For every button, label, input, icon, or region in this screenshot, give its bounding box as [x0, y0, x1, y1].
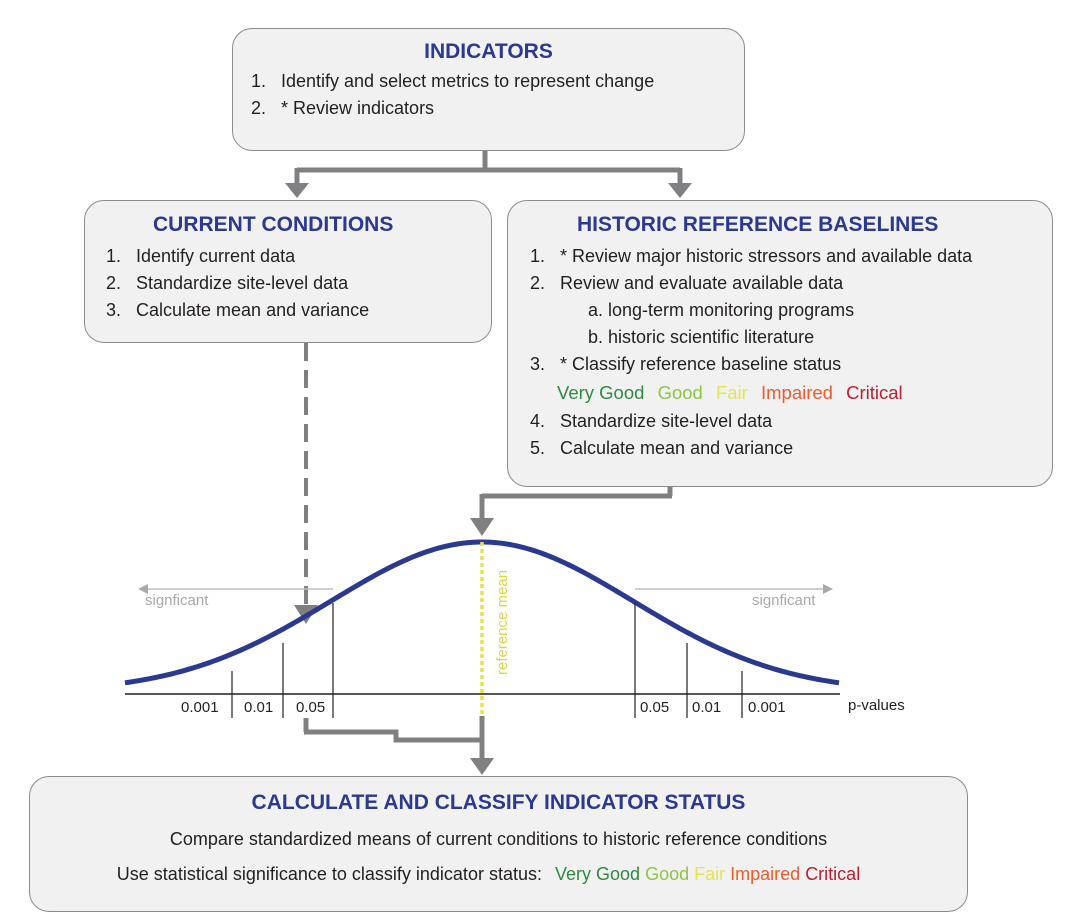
- arrow-to-reference-mean: [470, 518, 494, 536]
- classify-status-prefix: Use statistical significance to classify…: [116, 864, 542, 884]
- p-values-axis-label: p-values: [848, 697, 905, 714]
- sub-item-literature: b. historic scientific literature: [588, 327, 815, 347]
- current-conditions-box: CURRENT CONDITIONS 1. Identify current d…: [84, 200, 492, 343]
- arrow-to-historic-baselines: [668, 183, 692, 198]
- list-item: 5. Calculate mean and variance: [530, 438, 794, 458]
- baseline-status-scale: Very Good Good Fair Impaired Critical: [530, 378, 1052, 408]
- tick-label-right-001: 0.01: [692, 699, 721, 716]
- reference-mean-label: reference mean: [494, 570, 511, 675]
- list-item: 2. Standardize site-level data: [106, 273, 349, 293]
- list-item: 2. Review and evaluate available data: [530, 273, 844, 293]
- list-item: 1. * Review major historic stressors and…: [530, 246, 973, 266]
- status-fair: Fair: [715, 382, 748, 403]
- arrow-to-current-conditions: [285, 183, 309, 198]
- list-item: 4. Standardize site-level data: [530, 411, 773, 431]
- list-item: 3. Calculate mean and variance: [106, 300, 370, 320]
- status-good: Good: [657, 382, 703, 403]
- significance-arrow-right: [635, 584, 833, 594]
- status-critical: Critical: [805, 864, 861, 884]
- current-conditions-list: 1. Identify current data 2. Standardize …: [106, 243, 491, 324]
- significance-arrow-left: [138, 584, 333, 594]
- historic-baselines-list: 1. * Review major historic stressors and…: [530, 243, 1052, 462]
- list-item: 1. Identify and select metrics to repres…: [251, 71, 655, 91]
- curve-to-classify-connector: [303, 716, 485, 760]
- significant-label-left: signficant: [145, 592, 209, 609]
- status-impaired: Impaired: [730, 864, 801, 884]
- classify-status-line: Use statistical significance to classify…: [30, 864, 967, 885]
- status-good: Good: [645, 864, 690, 884]
- list-item: 3. * Classify reference baseline status: [530, 354, 842, 374]
- classify-status-box: CALCULATE AND CLASSIFY INDICATOR STATUS …: [29, 776, 968, 912]
- status-very-good: Very Good: [557, 382, 645, 403]
- p-value-tick-lines: [231, 603, 743, 718]
- tick-label-right-0001: 0.001: [748, 699, 786, 716]
- status-impaired: Impaired: [760, 382, 833, 403]
- current-conditions-title: CURRENT CONDITIONS: [153, 213, 394, 236]
- significant-label-right: signficant: [752, 592, 816, 609]
- tick-label-left-0001: 0.001: [181, 699, 219, 716]
- baseline-to-mean-connector: [479, 487, 673, 520]
- list-item: 2. * Review indicators: [251, 98, 435, 118]
- historic-baselines-title: HISTORIC REFERENCE BASELINES: [577, 213, 939, 236]
- indicators-list: 1. Identify and select metrics to repres…: [251, 68, 744, 122]
- split-connector: [294, 150, 683, 185]
- arrow-to-classify: [470, 758, 494, 775]
- classify-description: Compare standardized means of current co…: [169, 829, 828, 849]
- tick-label-left-001: 0.01: [244, 699, 273, 716]
- indicators-title: INDICATORS: [424, 40, 553, 63]
- tick-label-left-005: 0.05: [296, 699, 325, 716]
- status-very-good: Very Good: [554, 864, 641, 884]
- classify-status-title: CALCULATE AND CLASSIFY INDICATOR STATUS: [251, 791, 746, 814]
- status-critical: Critical: [846, 382, 903, 403]
- status-fair: Fair: [694, 864, 726, 884]
- list-item: 1. Identify current data: [106, 246, 296, 266]
- sub-item-monitoring: a. long-term monitoring programs: [588, 300, 855, 320]
- historic-baselines-box: HISTORIC REFERENCE BASELINES 1. * Review…: [507, 200, 1053, 487]
- indicators-box: INDICATORS 1. Identify and select metric…: [232, 28, 745, 151]
- tick-label-right-005: 0.05: [640, 699, 669, 716]
